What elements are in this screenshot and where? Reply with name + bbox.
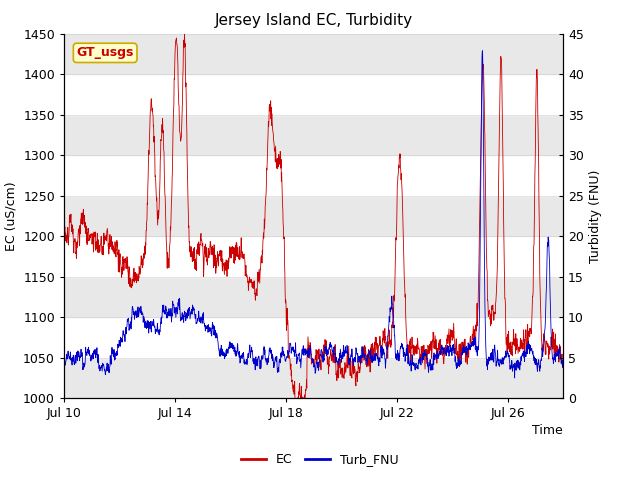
Bar: [64, 277, 563, 317]
Bar: [64, 358, 563, 398]
Bar: [64, 155, 563, 196]
Y-axis label: Turbidity (FNU): Turbidity (FNU): [589, 169, 602, 263]
Bar: [64, 236, 563, 277]
Y-axis label: EC (uS/cm): EC (uS/cm): [4, 181, 17, 251]
Text: GT_usgs: GT_usgs: [77, 47, 134, 60]
Bar: [64, 34, 563, 74]
Title: Jersey Island EC, Turbidity: Jersey Island EC, Turbidity: [214, 13, 413, 28]
Text: Time: Time: [532, 424, 563, 437]
Bar: [64, 196, 563, 236]
Legend: EC, Turb_FNU: EC, Turb_FNU: [236, 448, 404, 471]
Bar: [64, 74, 563, 115]
Bar: [64, 317, 563, 358]
Bar: [64, 115, 563, 155]
